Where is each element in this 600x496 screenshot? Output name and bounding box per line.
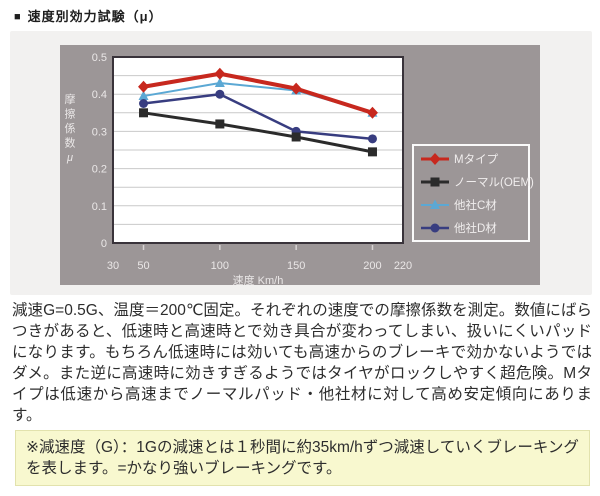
- note-text: ※減速度（G）：1Gの減速とは１秒間に約35km/hずつ減速していくブレーキング…: [26, 439, 579, 477]
- svg-text:摩: 摩: [65, 92, 76, 106]
- svg-text:0: 0: [101, 238, 107, 250]
- title-bullet-icon: ■: [14, 11, 22, 23]
- svg-text:Mタイプ: Mタイプ: [454, 153, 499, 166]
- svg-text:220: 220: [394, 260, 412, 272]
- svg-text:他社C材: 他社C材: [454, 198, 497, 212]
- x-axis: 30 50 100 150 200 220 速度 Km/h: [107, 245, 412, 285]
- legend-entry-other-d: 他社D材: [421, 221, 497, 235]
- description-text: 減速G=0.5G、温度＝200℃固定。それぞれの速度での摩擦係数を測定。数値にば…: [12, 302, 592, 424]
- chart-box: 30 50 100 150 200 220 速度 Km/h 0 0.1 0.2 0.3 0.4 0.5 摩…: [60, 45, 540, 285]
- legend-entry-m-type: Mタイプ: [421, 153, 499, 166]
- svg-text:30: 30: [107, 260, 119, 272]
- svg-text:ノーマル(OEM): ノーマル(OEM): [454, 177, 534, 189]
- svg-text:0.3: 0.3: [92, 126, 107, 138]
- page-title-text: 速度別効力試験（μ）: [27, 9, 163, 24]
- svg-text:μ: μ: [66, 152, 73, 164]
- svg-text:速度 Km/h: 速度 Km/h: [233, 273, 284, 285]
- svg-text:150: 150: [287, 260, 305, 272]
- svg-text:0.1: 0.1: [92, 201, 107, 213]
- svg-text:0.4: 0.4: [92, 89, 107, 101]
- svg-text:0.5: 0.5: [92, 52, 107, 64]
- page-title: ■ 速度別効力試験（μ）: [14, 6, 163, 25]
- svg-text:係: 係: [65, 122, 76, 135]
- series-other-d: [139, 89, 377, 144]
- svg-text:擦: 擦: [65, 107, 76, 121]
- svg-text:他社D材: 他社D材: [454, 221, 497, 235]
- chart-panel: 30 50 100 150 200 220 速度 Km/h 0 0.1 0.2 0.3 0.4 0.5 摩…: [10, 31, 592, 295]
- svg-text:50: 50: [137, 260, 149, 272]
- svg-text:200: 200: [363, 260, 381, 272]
- legend-entry-normal-oem: ノーマル(OEM): [421, 177, 534, 189]
- friction-vs-speed-chart: 30 50 100 150 200 220 速度 Km/h 0 0.1 0.2 0.3 0.4 0.5 摩…: [65, 52, 535, 285]
- svg-text:100: 100: [211, 260, 229, 272]
- svg-text:0.2: 0.2: [92, 164, 107, 176]
- note-box: ※減速度（G）：1Gの減速とは１秒間に約35km/hずつ減速していくブレーキング…: [15, 430, 590, 486]
- svg-text:数: 数: [65, 137, 76, 150]
- legend-entry-other-c: 他社C材: [421, 198, 497, 212]
- series-normal-oem: [139, 108, 377, 157]
